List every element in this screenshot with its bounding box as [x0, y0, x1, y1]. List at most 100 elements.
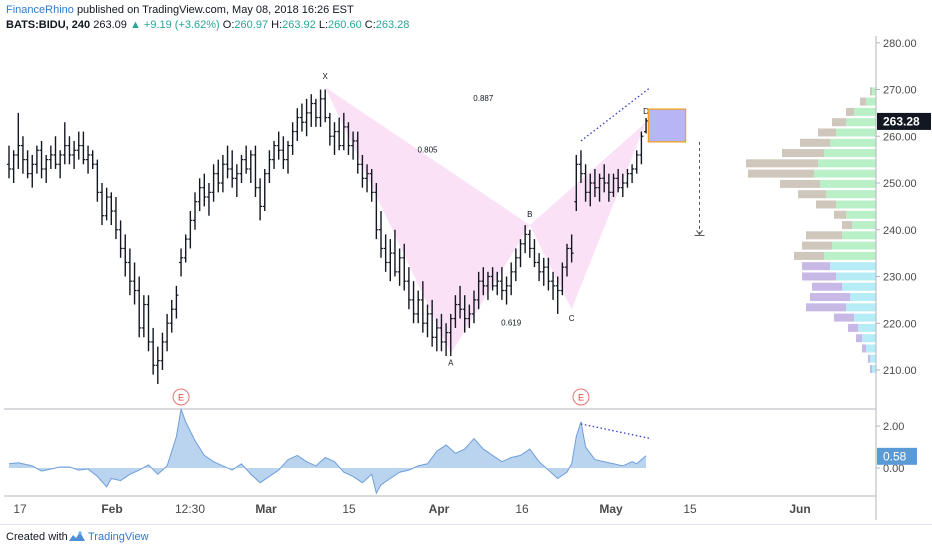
price-bar — [86, 145, 91, 174]
price-bar — [462, 295, 467, 333]
price-bar — [523, 225, 528, 254]
arrow-head-icon — [696, 230, 703, 236]
price-bar — [606, 173, 611, 202]
price-bar — [578, 150, 583, 183]
volume-profile-bar — [866, 97, 876, 106]
up-arrow-icon: ▲ — [129, 19, 141, 31]
volume-profile-bar — [830, 138, 876, 147]
last-price: 263.09 — [93, 19, 127, 31]
fib-ratio-label: 0.619 — [501, 319, 522, 328]
price-tick-label: 230.00 — [883, 272, 917, 284]
price-bar — [123, 234, 128, 277]
price-bar — [309, 94, 314, 127]
price-bar — [406, 267, 411, 310]
tradingview-logo-icon[interactable] — [68, 530, 86, 544]
price-bar — [220, 154, 225, 193]
price-bar — [188, 211, 193, 249]
price-tick-label: 270.00 — [883, 85, 917, 97]
axes: 210.00 220.00 230.00 240.00 250.00 260.00 270.… — [4, 36, 931, 520]
volume-profile-bar — [836, 128, 876, 137]
price-bar — [197, 178, 202, 212]
osc-tick-label: 2.00 — [883, 421, 904, 433]
volume-profile-bar — [836, 272, 876, 281]
price-bar — [109, 192, 114, 226]
price-bar — [639, 131, 644, 165]
price-bar — [118, 220, 123, 258]
volume-profile-bar — [858, 323, 876, 332]
price-chart[interactable]: X A B C D 0.887 0.805 0.619 E E 210.00 220.00 230.0… — [0, 0, 932, 524]
price-bar — [281, 136, 286, 169]
volume-profile-bar — [848, 323, 858, 332]
created-with-label: Created with — [6, 531, 68, 543]
price-bar — [104, 187, 109, 221]
price-bar — [332, 122, 337, 155]
price-bar — [11, 150, 16, 183]
author-name[interactable]: FinanceRhino — [6, 4, 74, 16]
volume-profile-bar — [834, 313, 854, 322]
volume-profile-bar — [818, 159, 876, 168]
price-bar — [127, 248, 132, 296]
price-bar — [444, 323, 449, 356]
volume-profile-bar — [852, 221, 876, 230]
pattern-point-label: D — [643, 107, 649, 116]
fib-ratio-label: 0.805 — [417, 146, 438, 155]
price-bar — [244, 145, 249, 174]
volume-profile-bar — [842, 221, 852, 230]
volume-profile-bar — [842, 231, 876, 240]
price-bar — [388, 239, 393, 282]
price-bar — [179, 248, 184, 277]
price-bar — [420, 281, 425, 333]
price-bar — [16, 112, 21, 169]
earnings-marker-label: E — [178, 393, 184, 403]
price-bar — [341, 112, 346, 151]
symbol-name: BATS:BIDU, 240 — [6, 19, 91, 31]
volume-profile-bar — [802, 272, 836, 281]
price-bar — [290, 122, 295, 155]
price-bar — [504, 276, 509, 305]
price-bar — [616, 168, 621, 193]
tradingview-brand[interactable]: TradingView — [88, 531, 149, 543]
pattern-point-label: C — [569, 314, 575, 323]
price-bar — [634, 150, 639, 174]
published-info: published on TradingView.com, May 08, 20… — [76, 4, 354, 16]
volume-profile-bar — [814, 169, 876, 178]
price-bar — [81, 131, 86, 165]
volume-profile-bar — [870, 365, 872, 374]
close-label: C: — [364, 19, 376, 31]
price-bar — [132, 262, 137, 305]
time-tick-label: Apr — [429, 502, 450, 516]
volume-profile — [746, 87, 876, 374]
time-tick-label: 15 — [342, 502, 356, 516]
volume-profile-bar — [802, 262, 830, 271]
open-label: O: — [222, 19, 235, 31]
time-tick-label: Mar — [255, 502, 277, 516]
volume-profile-bar — [846, 118, 876, 127]
volume-profile-bar — [746, 159, 818, 168]
time-tick-label: 12:30 — [175, 502, 205, 516]
pattern-point-label: A — [448, 359, 454, 368]
price-bar — [565, 243, 569, 277]
price-tick-label: 280.00 — [883, 38, 917, 50]
price-bar — [262, 168, 267, 212]
price-bar — [513, 248, 518, 282]
volume-profile-bar — [834, 210, 846, 219]
volume-profile-bar — [812, 282, 842, 291]
earnings-marker-label: E — [578, 393, 584, 403]
target-zone-box — [647, 108, 687, 143]
price-bar — [625, 168, 630, 188]
price-bar — [458, 285, 463, 319]
price-bar — [30, 154, 35, 188]
price-bar — [295, 108, 300, 141]
price-bar — [644, 117, 649, 134]
price-bar — [397, 248, 402, 286]
price-tick-label: 210.00 — [883, 365, 917, 377]
pattern-point-label: B — [527, 210, 532, 219]
symbol-header: BATS:BIDU, 240 263.09 ▲ +9.19 (+3.62%) O… — [6, 19, 409, 31]
price-bar — [346, 122, 351, 155]
price-bar — [239, 154, 244, 183]
price-tick-label: 240.00 — [883, 225, 917, 237]
price-bar — [472, 290, 476, 324]
price-bar — [379, 211, 383, 258]
harmonic-pattern — [325, 87, 647, 354]
price-bar — [272, 140, 277, 169]
